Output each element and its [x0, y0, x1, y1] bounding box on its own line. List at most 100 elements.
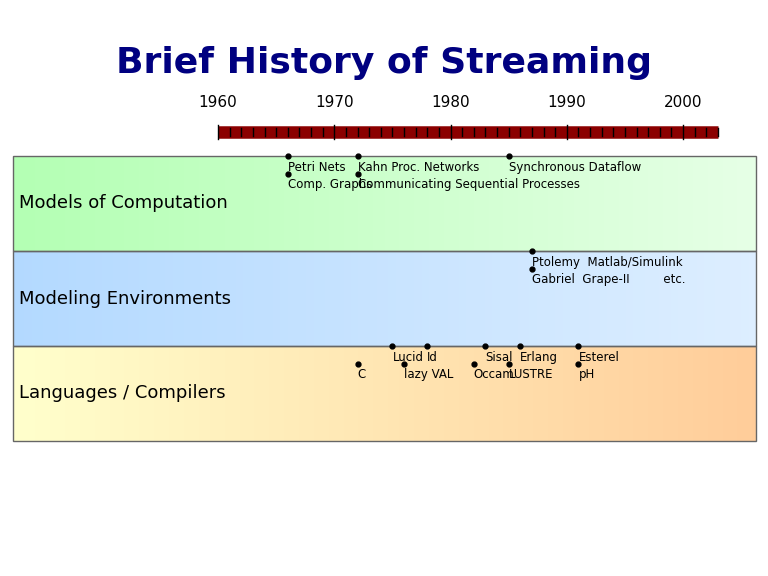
- Bar: [749, 156, 753, 251]
- Bar: [217, 156, 221, 251]
- Bar: [214, 346, 217, 441]
- Bar: [284, 156, 288, 251]
- Bar: [500, 156, 503, 251]
- Bar: [321, 156, 325, 251]
- Bar: [225, 346, 228, 441]
- Bar: [537, 156, 541, 251]
- Bar: [91, 156, 94, 251]
- Bar: [225, 156, 228, 251]
- Bar: [745, 251, 749, 346]
- Bar: [440, 346, 444, 441]
- Bar: [541, 251, 545, 346]
- Bar: [458, 251, 462, 346]
- Bar: [585, 251, 589, 346]
- Bar: [689, 251, 693, 346]
- Bar: [656, 251, 660, 346]
- Bar: [503, 346, 507, 441]
- Bar: [299, 251, 303, 346]
- Bar: [615, 251, 618, 346]
- Bar: [273, 156, 276, 251]
- Bar: [236, 251, 240, 346]
- Bar: [325, 156, 329, 251]
- Bar: [719, 156, 723, 251]
- Bar: [110, 251, 114, 346]
- Text: Lucid: Lucid: [392, 351, 423, 364]
- Bar: [251, 156, 254, 251]
- Bar: [500, 251, 503, 346]
- Text: 2000: 2000: [664, 95, 703, 110]
- Bar: [306, 346, 310, 441]
- Bar: [366, 251, 369, 346]
- Bar: [704, 251, 707, 346]
- Bar: [644, 251, 648, 346]
- Bar: [65, 251, 68, 346]
- Bar: [217, 251, 221, 346]
- Bar: [533, 346, 537, 441]
- Bar: [280, 251, 284, 346]
- Bar: [276, 156, 280, 251]
- Bar: [147, 251, 151, 346]
- Bar: [128, 346, 132, 441]
- Bar: [180, 156, 184, 251]
- Text: Id: Id: [427, 351, 439, 364]
- Bar: [284, 251, 288, 346]
- Bar: [488, 156, 492, 251]
- Bar: [381, 251, 385, 346]
- Bar: [54, 156, 58, 251]
- Bar: [656, 346, 660, 441]
- Bar: [58, 156, 61, 251]
- Bar: [280, 346, 284, 441]
- Bar: [102, 156, 106, 251]
- Bar: [452, 251, 455, 346]
- Bar: [91, 346, 94, 441]
- Bar: [288, 251, 292, 346]
- Bar: [496, 156, 500, 251]
- Bar: [366, 156, 369, 251]
- Bar: [488, 346, 492, 441]
- Bar: [634, 156, 637, 251]
- Bar: [169, 251, 173, 346]
- Bar: [396, 156, 399, 251]
- Bar: [515, 346, 518, 441]
- Bar: [537, 251, 541, 346]
- Bar: [325, 346, 329, 441]
- Bar: [496, 251, 500, 346]
- Bar: [161, 156, 165, 251]
- Bar: [35, 156, 39, 251]
- Bar: [254, 251, 258, 346]
- Bar: [369, 156, 373, 251]
- Bar: [585, 156, 589, 251]
- Bar: [72, 156, 76, 251]
- Bar: [745, 346, 749, 441]
- Bar: [574, 251, 578, 346]
- Bar: [545, 251, 548, 346]
- Bar: [292, 251, 296, 346]
- Bar: [481, 251, 485, 346]
- Bar: [210, 251, 214, 346]
- Bar: [91, 251, 94, 346]
- Bar: [551, 156, 555, 251]
- Bar: [492, 346, 496, 441]
- Bar: [72, 346, 76, 441]
- Bar: [737, 156, 741, 251]
- Bar: [470, 251, 474, 346]
- Bar: [177, 346, 180, 441]
- Bar: [563, 156, 567, 251]
- Bar: [433, 251, 436, 346]
- Bar: [511, 251, 515, 346]
- Bar: [525, 346, 529, 441]
- Bar: [128, 251, 132, 346]
- Bar: [325, 251, 329, 346]
- Bar: [177, 156, 180, 251]
- Bar: [741, 346, 745, 441]
- Bar: [31, 156, 35, 251]
- Bar: [481, 346, 485, 441]
- Bar: [733, 346, 737, 441]
- Text: Sisal: Sisal: [485, 351, 513, 364]
- Bar: [700, 156, 704, 251]
- Bar: [458, 346, 462, 441]
- Bar: [529, 156, 533, 251]
- Bar: [228, 346, 232, 441]
- Bar: [262, 346, 266, 441]
- Bar: [106, 251, 110, 346]
